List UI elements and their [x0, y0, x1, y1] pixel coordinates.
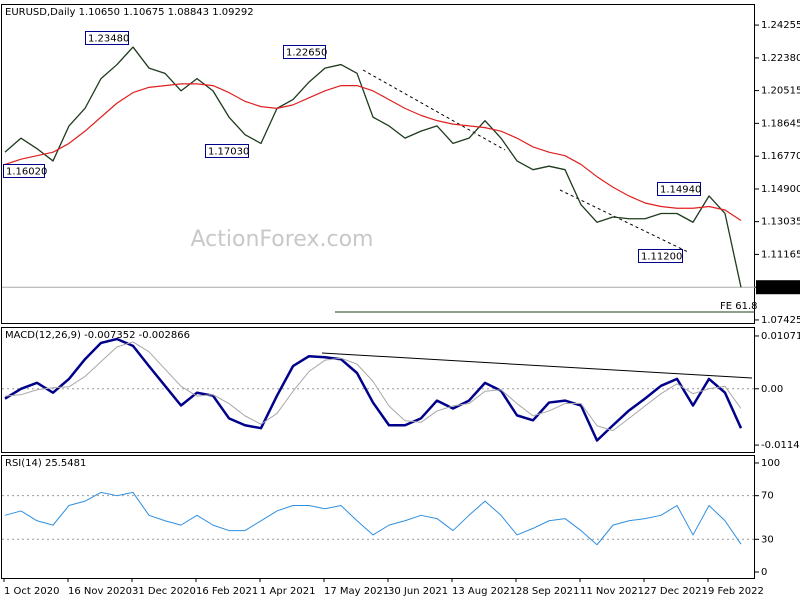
y-tick-label: 1.14900 [761, 184, 800, 195]
x-tick-label: 16 Feb 2021 [196, 586, 258, 597]
series-line [4, 491, 742, 546]
current-price-box [756, 280, 800, 295]
y-tick-label: 1.20515 [761, 86, 800, 97]
panel-title: EURUSD,Daily 1.10650 1.10675 1.08843 1.0… [5, 7, 254, 18]
price-label: 1.23480 [88, 34, 129, 45]
x-tick-label: 13 Aug 2021 [452, 586, 516, 597]
y-tick-label: 1.16770 [761, 151, 800, 162]
y-tick-label: 0 [761, 567, 767, 578]
price-label-box [283, 45, 326, 59]
x-tick-label: 11 Nov 2021 [580, 586, 644, 597]
x-tick-label: 31 Dec 2020 [132, 586, 196, 597]
x-tick-label: 9 Feb 2022 [708, 586, 764, 597]
y-tick-label: 1.13035 [761, 217, 800, 228]
price-label-box [85, 31, 129, 45]
y-tick-label: 1.18645 [761, 118, 800, 129]
y-tick-label: 30 [761, 534, 774, 545]
y-tick-label: 1.24255 [761, 20, 800, 31]
panel-title: RSI(14) 25.5481 [5, 458, 86, 469]
y-tick-label: 100 [761, 458, 780, 469]
y-tick-label: -0.011424 [761, 440, 800, 451]
x-tick-label: 1 Oct 2020 [4, 586, 59, 597]
x-tick-label: 17 May 2021 [324, 586, 389, 597]
panel-title: MACD(12,26,9) -0.007352 -0.002866 [5, 330, 190, 341]
y-tick-label: 0.00 [761, 384, 783, 395]
y-tick-label: 1.07425 [761, 315, 800, 326]
series-line [4, 341, 742, 432]
macd-trend-line [321, 352, 753, 379]
x-tick-label: 30 Jun 2021 [388, 586, 448, 597]
watermark: ActionForex.com [191, 227, 374, 252]
y-tick-label: 1.09292 [759, 282, 800, 293]
series-line [4, 83, 742, 222]
y-tick-label: 1.22380 [761, 53, 800, 64]
fe-label: FE 61.8 [720, 301, 758, 312]
price-label-box [3, 164, 45, 178]
price-label: 1.14940 [660, 185, 701, 196]
y-tick-label: 70 [761, 491, 774, 502]
macd-panel [1, 327, 755, 453]
x-tick-label: 27 Dec 2021 [644, 586, 708, 597]
y-tick-label: 1.11165 [761, 249, 800, 260]
price-label: 1.22650 [286, 48, 327, 59]
price-label: 1.17030 [208, 147, 249, 158]
y-tick-label: 0.010715 [761, 331, 800, 342]
x-tick-label: 1 Apr 2021 [260, 586, 315, 597]
price-panel [1, 4, 755, 324]
rsi-panel [1, 455, 755, 579]
price-label-box [657, 182, 701, 196]
price-label: 1.16020 [6, 167, 47, 178]
x-tick-label: 28 Sep 2021 [516, 586, 579, 597]
x-tick-label: 16 Nov 2020 [68, 586, 132, 597]
price-label-box [205, 144, 249, 158]
price-label-box [638, 249, 683, 263]
price-label: 1.11200 [641, 252, 682, 263]
series-line [4, 46, 742, 288]
